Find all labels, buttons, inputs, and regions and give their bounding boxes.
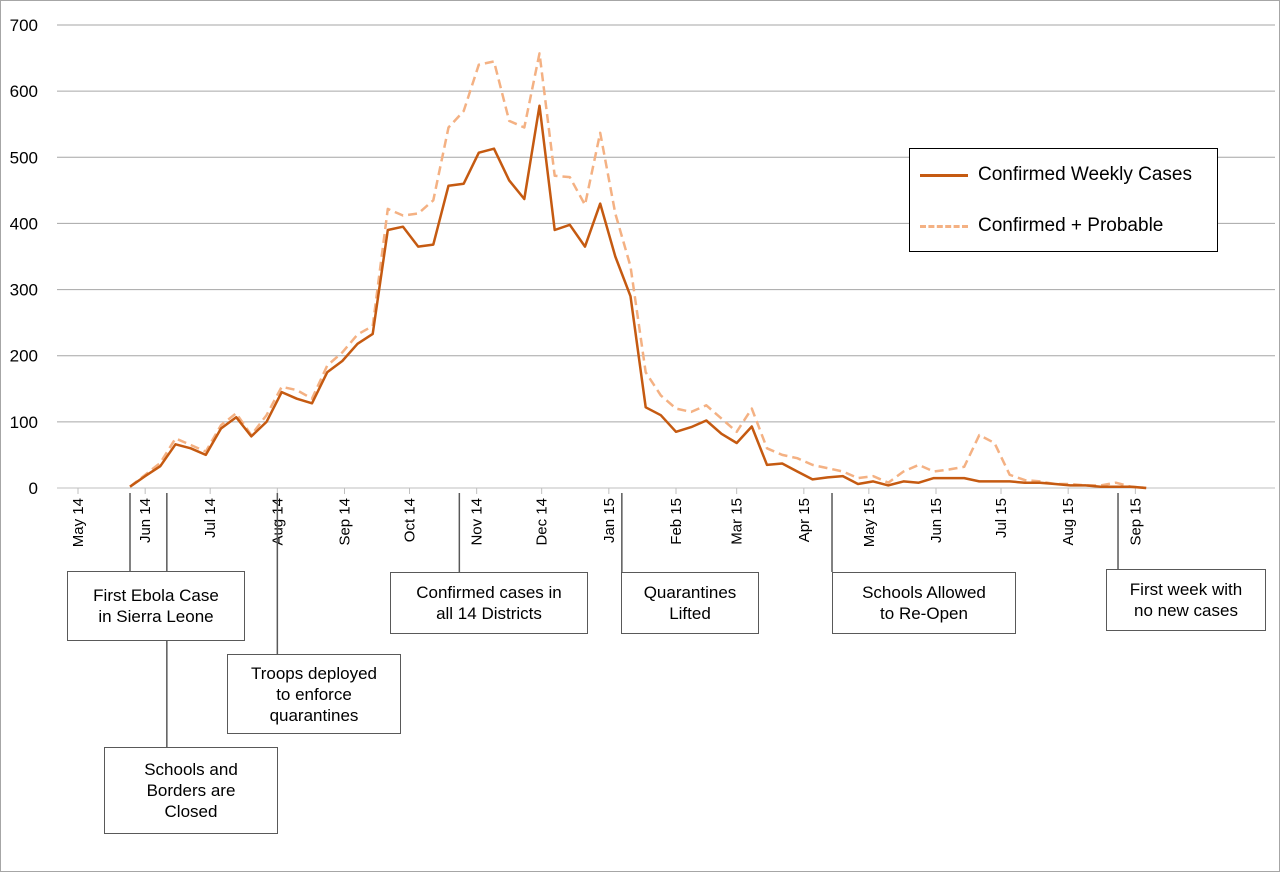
series-line-probable xyxy=(129,52,1147,490)
x-tick-label: Sep 15 xyxy=(1127,498,1144,546)
legend-swatch-probable xyxy=(920,224,968,228)
annotation-line: First Ebola Case xyxy=(93,586,219,605)
x-tick-label: Jul 14 xyxy=(202,498,219,538)
x-tick-label: May 14 xyxy=(70,498,87,547)
annotation-line: all 14 Districts xyxy=(436,604,542,623)
legend-label-confirmed: Confirmed Weekly Cases xyxy=(978,164,1193,185)
x-tick-label: May 15 xyxy=(861,498,878,547)
legend-entry-probable: Confirmed + Probable xyxy=(910,213,1163,239)
annotation-first-case: First Ebola Case in Sierra Leone xyxy=(67,571,245,641)
annotation-line: in Sierra Leone xyxy=(98,607,214,626)
annotation-line: to enforce xyxy=(276,684,352,704)
annotation-line: Quarantines xyxy=(643,583,737,602)
annotation-schools-reopen: Schools Allowed to Re-Open xyxy=(832,572,1016,634)
x-tick-label: Mar 15 xyxy=(729,498,746,545)
y-axis: 0 100 200 300 400 500 600 700 xyxy=(10,16,38,498)
x-tick-label: Feb 15 xyxy=(668,498,685,545)
x-tick-label: Jun 15 xyxy=(928,498,945,543)
x-tick-label: Oct 14 xyxy=(402,498,419,542)
annotation-line: quarantines xyxy=(269,705,359,725)
x-tick-label: Aug 15 xyxy=(1060,498,1077,546)
legend: Confirmed Weekly Cases Confirmed + Proba… xyxy=(909,148,1218,252)
legend-swatch-confirmed xyxy=(920,173,968,177)
annotation-no-new-cases: First week with no new cases xyxy=(1106,569,1266,631)
annotation-line: Borders are xyxy=(146,781,236,800)
y-tick-label: 400 xyxy=(10,214,38,233)
legend-entry-confirmed: Confirmed Weekly Cases xyxy=(910,162,1192,188)
annotation-quarantines-lifted: Quarantines Lifted xyxy=(621,572,759,634)
x-tick-label: Sep 14 xyxy=(337,498,354,546)
y-tick-label: 200 xyxy=(10,347,38,366)
annotation-line: Schools and xyxy=(144,760,238,779)
y-tick-label: 700 xyxy=(10,16,38,35)
annotation-line: Troops deployed xyxy=(250,663,377,683)
legend-label-probable: Confirmed + Probable xyxy=(978,215,1164,236)
y-tick-label: 300 xyxy=(10,281,38,300)
x-tick-label: Nov 14 xyxy=(469,498,486,546)
x-tick-label: Jan 15 xyxy=(601,498,618,543)
annotation-schools-closed: Schools and Borders are Closed xyxy=(104,747,278,834)
x-tick-label: Apr 15 xyxy=(796,498,813,542)
series-lines xyxy=(129,52,1147,490)
annotation-line: Confirmed cases in xyxy=(416,583,562,602)
y-tick-label: 100 xyxy=(10,413,38,432)
series-line-confirmed xyxy=(129,104,1147,490)
annotation-all-districts: Confirmed cases in all 14 Districts xyxy=(390,572,588,634)
annotation-line: to Re-Open xyxy=(880,604,968,623)
annotation-line: Closed xyxy=(164,802,218,821)
annotation-line: no new cases xyxy=(1134,601,1238,620)
x-tick-label: Jun 14 xyxy=(137,498,154,543)
x-tick-label: Dec 14 xyxy=(534,498,551,546)
annotation-line: Schools Allowed xyxy=(862,583,986,602)
annotation-troops-deployed: Troops deployed to enforce quarantines xyxy=(227,654,401,734)
y-tick-label: 600 xyxy=(10,82,38,101)
y-tick-label: 0 xyxy=(29,479,38,498)
annotation-line: First week with xyxy=(1129,580,1243,599)
annotation-line: Lifted xyxy=(669,604,711,623)
y-tick-label: 500 xyxy=(10,148,38,167)
x-tick-label: Jul 15 xyxy=(993,498,1010,538)
